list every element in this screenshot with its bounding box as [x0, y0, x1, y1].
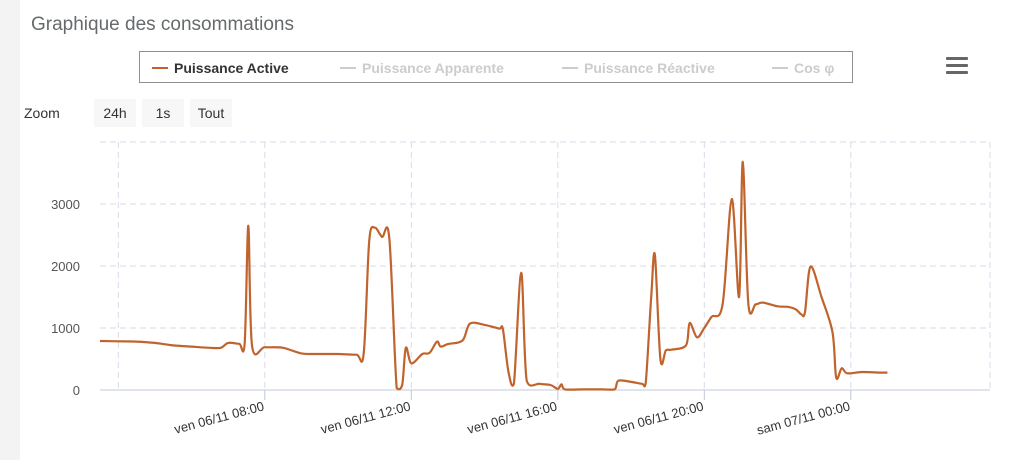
legend-label: Cos φ	[794, 60, 835, 76]
y-tick-label: 3000	[51, 197, 80, 212]
legend-label: Puissance Active	[174, 60, 289, 76]
zoom-tout-button[interactable]: Tout	[190, 99, 232, 127]
chart-legend: Puissance Active Puissance Apparente Pui…	[139, 51, 853, 83]
x-tick-label: ven 06/11 20:00	[612, 398, 705, 436]
y-tick-label: 1000	[51, 321, 80, 336]
legend-swatch	[340, 67, 356, 69]
legend-label: Puissance Réactive	[584, 60, 715, 76]
zoom-1s-button[interactable]: 1s	[142, 99, 184, 127]
x-axis: ven 06/11 08:00 ven 06/11 12:00 ven 06/11 …	[100, 389, 990, 438]
x-tick-label: ven 06/11 08:00	[173, 398, 266, 436]
legend-swatch	[562, 67, 578, 69]
x-tick-label: sam 07/11 00:00	[755, 398, 852, 437]
chart-series	[99, 160, 888, 391]
chart-grid	[100, 141, 991, 390]
zoom-label: Zoom	[24, 105, 60, 121]
y-axis-ticks: 0 1000 2000 3000	[51, 197, 80, 398]
y-tick-label: 2000	[51, 259, 80, 274]
zoom-24h-button[interactable]: 24h	[94, 99, 136, 127]
legend-label: Puissance Apparente	[362, 60, 504, 76]
x-tick-label: ven 06/11 16:00	[466, 398, 559, 436]
y-tick-label: 0	[73, 383, 80, 398]
legend-swatch	[772, 67, 788, 69]
x-tick-label: ven 06/11 12:00	[319, 398, 412, 436]
series-line-puissance-active	[99, 160, 888, 391]
panel-title: Graphique des consommations	[31, 14, 294, 35]
legend-swatch	[152, 67, 168, 69]
hamburger-menu-icon[interactable]	[944, 54, 970, 78]
